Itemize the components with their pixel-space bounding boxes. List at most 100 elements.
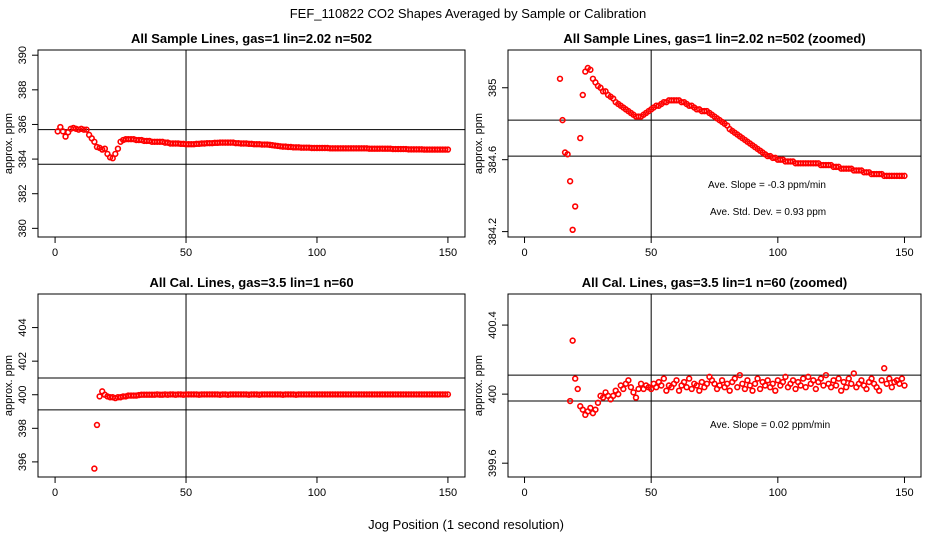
data-series (556, 64, 908, 234)
y-tick-label: 385 (487, 79, 499, 97)
data-series (91, 388, 452, 472)
panel-all-sample-lines: All Sample Lines, gas=1 lin=2.02 n=502 0 5… (3, 31, 466, 259)
data-point (564, 151, 571, 158)
x-tick-label: 50 (645, 247, 657, 259)
data-point (703, 380, 711, 387)
data-point (731, 375, 738, 382)
x-tick-label: 150 (895, 487, 913, 499)
data-point (802, 384, 809, 391)
data-point (883, 380, 890, 387)
plot-frame (507, 49, 922, 238)
data-point (812, 385, 820, 393)
data-point (693, 106, 700, 113)
data-point (769, 154, 776, 162)
data-point (837, 387, 845, 394)
y-tick-label: 396 (17, 453, 29, 471)
x-tick-label: 50 (180, 487, 192, 499)
data-point (93, 421, 101, 429)
data-point (848, 380, 855, 387)
y-tick-label: 404 (17, 318, 29, 336)
data-point (845, 165, 852, 172)
data-point (663, 387, 670, 394)
x-tick-label: 0 (521, 487, 527, 499)
data-point (592, 406, 599, 413)
y-axis-label: approx. ppm (3, 113, 15, 174)
y-tick-label: 382 (17, 185, 29, 203)
plot-frame (37, 49, 466, 238)
y-tick-label: 399.6 (487, 449, 499, 477)
panel-title-all-sample-lines-zoomed: All Sample Lines, gas=1 lin=2.02 n=502 (… (563, 31, 865, 46)
data-point (571, 375, 579, 382)
data-point (579, 91, 586, 99)
data-point (569, 337, 576, 344)
data-point (675, 387, 683, 394)
panel-title-all-sample-lines: All Sample Lines, gas=1 lin=2.02 n=502 (131, 31, 372, 46)
data-point (627, 384, 635, 391)
x-tick-label: 150 (895, 247, 913, 259)
data-point (782, 373, 789, 381)
data-point (91, 138, 98, 145)
data-point (863, 169, 870, 176)
data-point (62, 133, 69, 140)
y-tick-label: 384.6 (487, 146, 499, 174)
data-point (716, 382, 723, 389)
data-point (875, 387, 883, 394)
data-point (898, 375, 906, 382)
data-point (810, 377, 817, 384)
data-point (744, 377, 751, 384)
panel-all-cal-lines-zoomed: All Cal. Lines, gas=3.5 lin=1 n=60 (zoom… (473, 275, 922, 499)
data-point (901, 382, 908, 389)
data-series (54, 123, 452, 162)
data-point (723, 380, 731, 387)
data-point (630, 389, 637, 396)
data-point (442, 146, 449, 153)
x-tick-label: 100 (769, 487, 787, 499)
data-point (878, 377, 885, 384)
data-point (653, 102, 660, 109)
data-point (442, 391, 449, 398)
annotation-text: Ave. Std. Dev. = 0.93 ppm (710, 207, 826, 218)
data-point (777, 156, 784, 163)
data-point (658, 382, 665, 389)
panel-title-all-cal-lines-zoomed: All Cal. Lines, gas=3.5 lin=1 n=60 (zoom… (582, 275, 848, 290)
data-point (625, 377, 632, 384)
data-point (579, 406, 586, 413)
data-point (680, 378, 688, 386)
data-point (114, 145, 122, 152)
y-tick-label: 400 (17, 386, 29, 404)
data-point (615, 390, 622, 398)
data-point (620, 385, 627, 393)
data-point (772, 387, 779, 394)
data-point (673, 97, 680, 104)
y-tick-label: 384.2 (487, 218, 499, 246)
data-point (850, 370, 858, 377)
data-point (696, 387, 703, 394)
panel-all-cal-lines: All Cal. Lines, gas=3.5 lin=1 n=60 0 50 100… (3, 275, 466, 499)
y-axis-label: approx. ppm (3, 355, 15, 416)
data-point (764, 152, 771, 160)
data-point (739, 380, 746, 387)
data-point (109, 155, 116, 162)
data-point (881, 365, 888, 372)
data-point (822, 371, 830, 379)
data-point (444, 391, 452, 398)
data-point (820, 382, 827, 389)
annotation-text: Ave. Slope = -0.3 ppm/min (708, 180, 826, 191)
data-point (901, 172, 908, 180)
y-tick-label: 388 (17, 81, 29, 99)
x-tick-label: 100 (308, 487, 326, 499)
data-point (101, 145, 109, 152)
page-title: FEF_110822 CO2 Shapes Averaged by Sample… (290, 6, 647, 21)
data-point (896, 380, 903, 387)
y-axis-label: approx. ppm (473, 355, 485, 416)
data-point (701, 107, 708, 115)
data-point (660, 375, 668, 382)
data-point (594, 399, 602, 406)
data-point (678, 98, 685, 106)
data-point (577, 134, 584, 142)
data-point (91, 465, 98, 472)
data-point (741, 385, 749, 393)
data-point (774, 377, 782, 384)
data-point (799, 375, 807, 382)
